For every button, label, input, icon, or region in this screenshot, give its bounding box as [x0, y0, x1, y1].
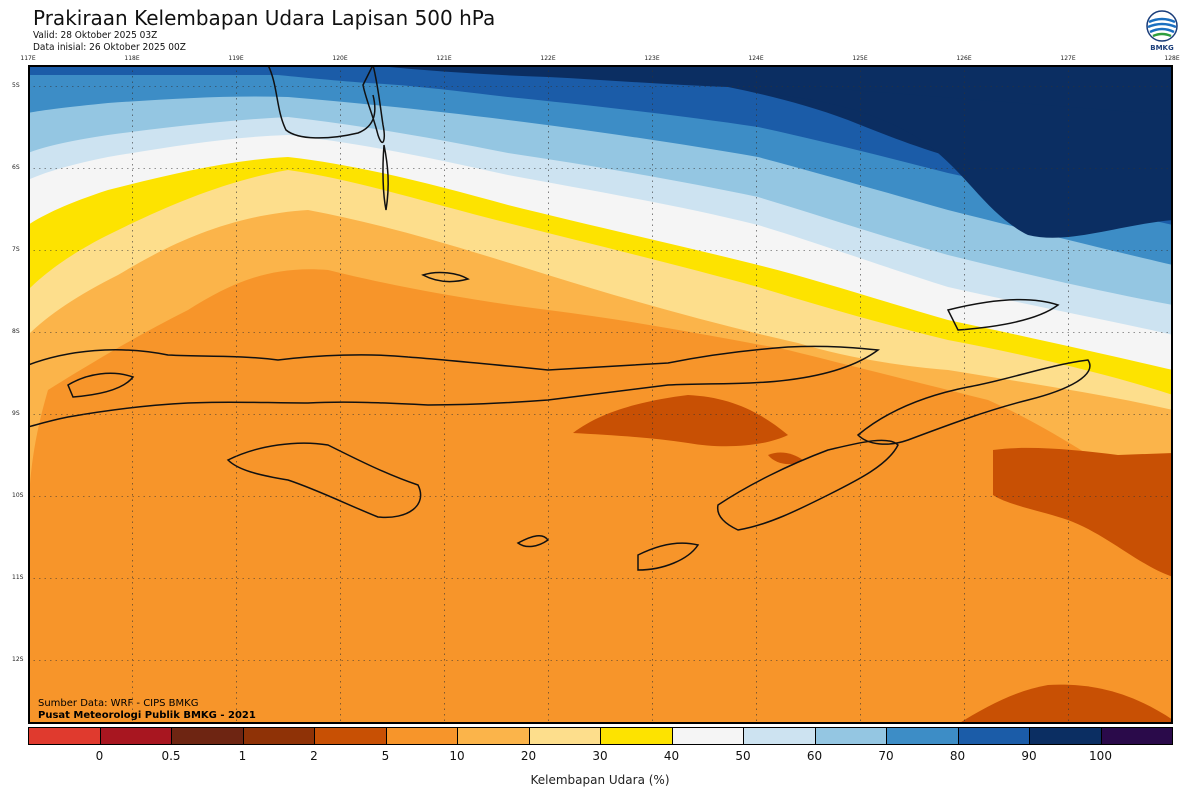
lat-label: 8S — [12, 328, 20, 335]
colorbar-tick-label: 20 — [520, 749, 537, 763]
map-title: Prakiraan Kelembapan Udara Lapisan 500 h… — [33, 6, 496, 30]
logo-text: BMKG — [1150, 44, 1174, 52]
lat-label: 5S — [12, 82, 20, 89]
colorbar-box — [457, 727, 530, 745]
colorbar-box — [242, 727, 315, 745]
init-time: Data inisial: 26 Oktober 2025 00Z — [33, 42, 186, 53]
grid-lines — [28, 65, 1173, 724]
colorbar-tick-label: 10 — [449, 749, 465, 763]
colorbar-box — [814, 727, 887, 745]
humidity-map — [28, 65, 1173, 724]
colorbar-box — [171, 727, 244, 745]
lon-label: 128E — [1164, 55, 1180, 62]
dry-patch-east — [993, 447, 1173, 577]
colorbar-tick-label: 0 — [95, 749, 104, 763]
lon-label: 125E — [852, 55, 868, 62]
coast-kalimantan — [267, 65, 376, 139]
coast-small-islands — [421, 271, 470, 283]
colorbar-box — [600, 727, 673, 745]
colorbar-tick-label: 5 — [381, 749, 390, 763]
colorbar-tick-label: 30 — [592, 749, 608, 763]
coast-flores-sumbawa — [28, 345, 880, 428]
coast-sumba — [226, 442, 422, 519]
lon-label: 124E — [748, 55, 764, 62]
colorbar-box — [671, 727, 744, 745]
coast-rote — [637, 542, 700, 571]
colorbar-tick-label: 40 — [663, 749, 680, 763]
coast-sulawesi — [362, 65, 385, 144]
colorbar-box — [1029, 727, 1102, 745]
coast-bali-lombok — [67, 372, 135, 398]
colorbar-tick-label: 50 — [735, 749, 751, 763]
coast-timor-leste — [856, 359, 1091, 445]
colorbar-tick-label: 2 — [310, 749, 318, 763]
bmkg-logo-icon — [1146, 10, 1178, 42]
lat-label: 10S — [12, 492, 24, 499]
colorbar-box — [99, 727, 172, 745]
colorbar-tick-label: 0.5 — [161, 749, 181, 763]
lon-label: 119E — [228, 55, 244, 62]
lon-label: 120E — [332, 55, 348, 62]
colorbar-box — [886, 727, 959, 745]
colorbar-box — [385, 727, 458, 745]
colorbar-box — [1100, 727, 1173, 745]
lon-label: 118E — [124, 55, 140, 62]
lon-label: 117E — [20, 55, 36, 62]
colorbar-tick-label: 1 — [238, 749, 247, 763]
colorbar-tick-label: 90 — [1021, 749, 1037, 763]
lat-label: 7S — [12, 246, 20, 253]
colorbar-tick-label: 60 — [806, 749, 823, 763]
colorbar-tick-label: 100 — [1089, 749, 1112, 763]
coastlines — [28, 65, 1091, 571]
lat-label: 6S — [12, 164, 20, 171]
dry-patch-south — [958, 684, 1173, 724]
credit-source: Sumber Data: WRF - CIPS BMKG — [38, 698, 199, 709]
colorbar-title: Kelembapan Udara (%) — [530, 773, 670, 787]
lon-label: 122E — [540, 55, 556, 62]
map-frame — [28, 65, 1173, 724]
colorbar-tick-label: 70 — [878, 749, 894, 763]
valid-time: Valid: 28 Oktober 2025 03Z — [33, 30, 158, 41]
colorbar-box — [314, 727, 387, 745]
colorbar-box — [528, 727, 601, 745]
colorbar-box — [957, 727, 1030, 745]
lon-label: 123E — [644, 55, 660, 62]
dry-patch-center — [573, 395, 788, 447]
coast-sawu — [516, 535, 550, 548]
colorbar-tick-label: 80 — [949, 749, 966, 763]
lon-label: 126E — [956, 55, 972, 62]
credit-center: Pusat Meteorologi Publik BMKG - 2021 — [38, 710, 256, 721]
lat-label: 9S — [12, 410, 20, 417]
coast-timor — [716, 439, 899, 531]
lon-label: 121E — [436, 55, 452, 62]
colorbar-box — [28, 727, 101, 745]
navy-blob — [778, 85, 1173, 238]
coast-wetar — [946, 298, 1060, 331]
lon-label: 127E — [1060, 55, 1076, 62]
colorbar-box — [743, 727, 816, 745]
coast-selayar — [382, 144, 389, 211]
lat-label: 12S — [12, 656, 24, 663]
dry-patch-timor — [768, 452, 803, 465]
lat-label: 11S — [12, 574, 24, 581]
